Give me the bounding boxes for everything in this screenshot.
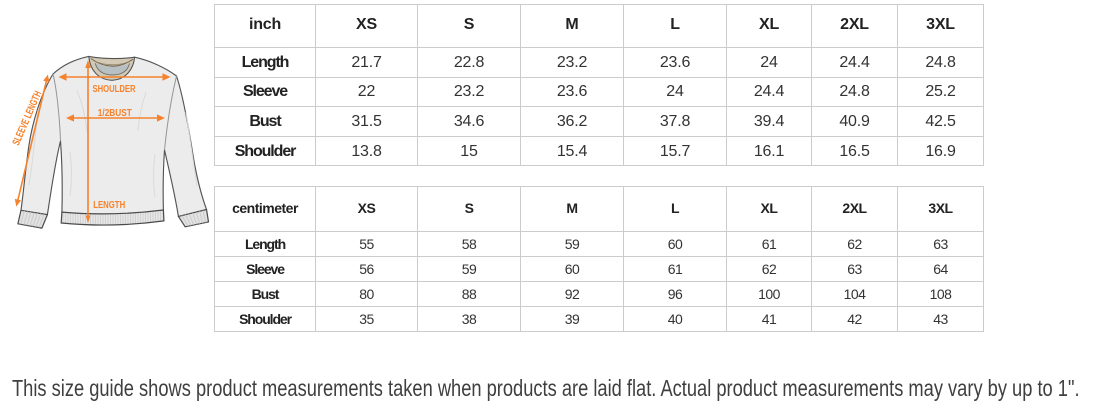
- svg-text:1/2BUST: 1/2BUST: [98, 107, 132, 119]
- svg-text:SHOULDER: SHOULDER: [93, 83, 136, 95]
- svg-text:LENGTH: LENGTH: [93, 199, 125, 211]
